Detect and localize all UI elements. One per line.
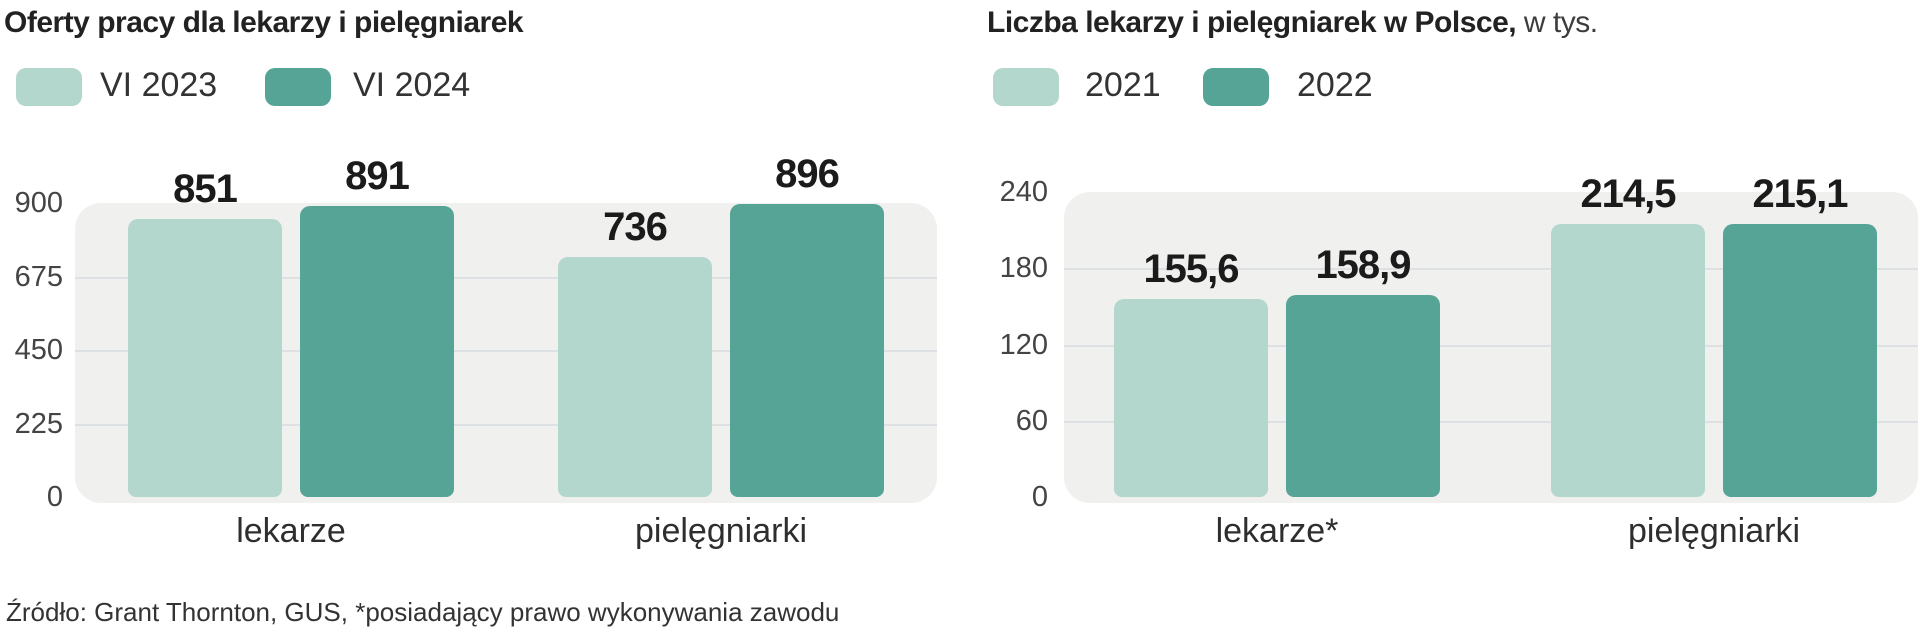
y-tick-900: 900 (14, 187, 63, 219)
value-label-214,5: 214,5 (1580, 172, 1676, 216)
legend-label-vi2023: VI 2023 (100, 66, 218, 104)
gridline-120 (1064, 344, 1918, 347)
bar-pielęgniarki-VI2023 (558, 257, 712, 497)
bar-lekarze-VI2023 (128, 219, 282, 497)
legend-swatch-vi2023 (16, 68, 82, 106)
y-tick-675: 675 (14, 260, 63, 293)
chart-title-right: Liczba lekarzy i pielęgniarek w Polsce, … (987, 4, 1598, 42)
legend-label-vi2024: VI 2024 (353, 66, 471, 104)
category-label-lekarze: lekarze* (1215, 512, 1339, 550)
category-label-pielęgniarki: pielęgniarki (635, 512, 807, 550)
plot-area-left (75, 203, 937, 503)
value-label-851: 851 (173, 167, 238, 211)
category-label-lekarze: lekarze (236, 512, 346, 550)
chart-title-left-bold: Oferty pracy dla lekarzy i pielęgniarek (4, 6, 524, 39)
y-tick-60: 60 (1015, 404, 1048, 437)
gridline-450 (75, 350, 937, 352)
y-tick-450: 450 (14, 334, 63, 366)
value-label-736: 736 (603, 205, 668, 249)
y-tick-225: 225 (14, 407, 63, 440)
gridline-225 (75, 423, 937, 426)
value-label-891: 891 (345, 154, 410, 198)
y-tick-240: 240 (999, 176, 1048, 208)
value-label-896: 896 (775, 152, 840, 196)
category-label-pielęgniarki: pielęgniarki (1628, 512, 1800, 550)
gridline-675 (75, 276, 937, 279)
y-tick-0: 0 (1031, 481, 1048, 513)
legend-swatch-2021 (993, 68, 1059, 106)
value-label-158,9: 158,9 (1315, 243, 1411, 287)
y-tick-0: 0 (46, 481, 63, 513)
legend-label-2022: 2022 (1297, 66, 1373, 104)
gridline-180 (1064, 268, 1918, 271)
legend-swatch-2022 (1203, 68, 1269, 106)
bar-pielęgniarki-2021 (1551, 224, 1705, 497)
chart-title-left: Oferty pracy dla lekarzy i pielęgniarek (4, 4, 524, 42)
legend-label-2021: 2021 (1085, 66, 1161, 104)
plot-area-right (1064, 192, 1918, 503)
gridline-60 (1064, 420, 1918, 423)
bar-lekarze-2021 (1114, 299, 1268, 497)
bar-pielęgniarki-VI2024 (730, 204, 884, 497)
legend-swatch-vi2024 (265, 68, 331, 106)
chart-title-right-bold: Liczba lekarzy i pielęgniarek w Polsce, (987, 6, 1517, 39)
bar-lekarze-VI2024 (300, 206, 454, 497)
bar-pielęgniarki-2022 (1723, 224, 1877, 497)
value-label-215,1: 215,1 (1752, 172, 1848, 216)
y-tick-120: 120 (999, 328, 1048, 361)
source-note: Źródło: Grant Thornton, GUS, *posiadając… (6, 597, 840, 627)
bar-lekarze-2022 (1286, 295, 1440, 497)
value-label-155,6: 155,6 (1143, 247, 1239, 291)
y-tick-180: 180 (999, 252, 1048, 285)
chart-title-right-suffix: w tys. (1516, 6, 1598, 39)
